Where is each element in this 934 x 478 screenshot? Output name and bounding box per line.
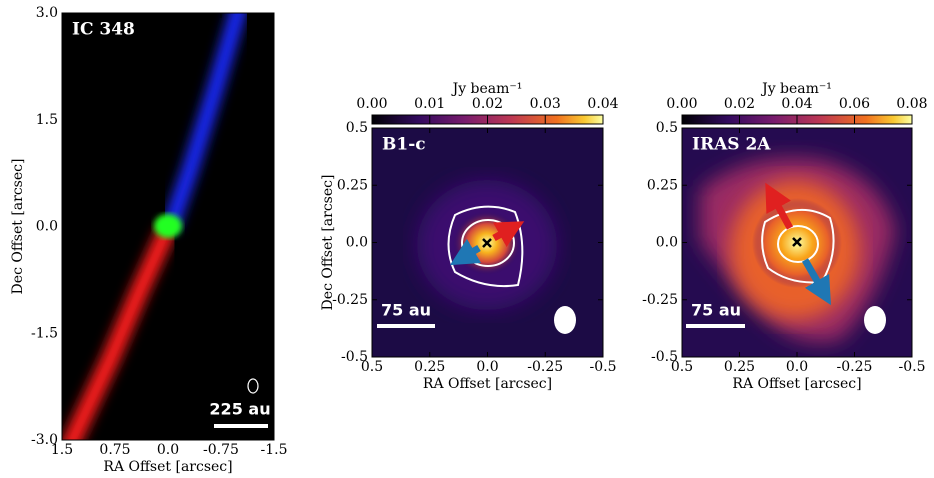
y-tick-label: 0.0: [36, 219, 58, 235]
y-tick-label: 0.5: [656, 120, 678, 136]
colorbar-tick-label: 0.08: [896, 96, 927, 112]
y-tick-label: 0.0: [346, 235, 368, 251]
x-tick-label: 1.5: [51, 442, 73, 458]
colorbar-tick-label: 0.01: [414, 96, 445, 112]
red-jet: [62, 226, 174, 440]
green-core: [154, 214, 182, 238]
beam: [864, 306, 886, 334]
y-tick-label: 0.25: [337, 177, 368, 193]
x-tick-label: 0.5: [671, 359, 693, 375]
panel-title: IC 348: [72, 20, 135, 40]
x-axis-label: RA Offset [arcsec]: [103, 459, 232, 475]
colorbar-tick-label: 0.02: [472, 96, 503, 112]
y-tick-label: -1.5: [31, 325, 58, 341]
colorbar-label: Jy beam⁻¹: [760, 81, 832, 97]
x-tick-label: -0.25: [527, 359, 563, 375]
y-tick-label: 3.0: [36, 5, 58, 21]
colorbar-tick-label: 0.00: [666, 96, 697, 112]
beam: [554, 306, 576, 334]
y-tick-label: -0.5: [651, 349, 678, 365]
x-tick-label: 0.5: [361, 359, 383, 375]
image: [682, 128, 912, 357]
x-tick-label: 0.25: [724, 359, 755, 375]
x-tick-label: -0.25: [837, 359, 873, 375]
arrow-blue: [449, 238, 482, 266]
image: [372, 128, 603, 357]
colorbar-tick-label: 0.02: [724, 96, 755, 112]
arrow-red: [492, 221, 525, 248]
x-tick-label: 0.0: [157, 442, 179, 458]
arrow-red: [765, 182, 794, 230]
blue-jet: [164, 13, 246, 230]
image: [62, 13, 274, 440]
x-tick-label: -0.75: [203, 442, 239, 458]
colorbar-tick-label: 0.00: [356, 96, 387, 112]
scalebar-label: 75 au: [381, 301, 431, 320]
y-tick-label: 0.25: [647, 177, 678, 193]
center-mark: [792, 237, 802, 247]
x-axis-label: RA Offset [arcsec]: [732, 376, 861, 392]
colorbar-tick-label: 0.06: [839, 96, 870, 112]
beam: [247, 378, 259, 394]
colorbar-tick-label: 0.04: [781, 96, 812, 112]
panel-title: IRAS 2A: [692, 135, 771, 155]
x-tick-label: 0.75: [99, 442, 130, 458]
x-axis-label: RA Offset [arcsec]: [423, 376, 552, 392]
y-tick-label: -0.5: [341, 349, 368, 365]
contour: [777, 225, 819, 263]
y-tick-label: 0.0: [656, 235, 678, 251]
x-tick-label: -0.5: [899, 359, 926, 375]
y-axis-label: Dec Offset [arcsec]: [10, 159, 26, 295]
x-tick-label: -0.5: [590, 359, 617, 375]
y-axis-label: Dec Offset [arcsec]: [320, 175, 336, 311]
panel-title: B1-c: [382, 135, 426, 155]
colorbar-label: Jy beam⁻¹: [451, 81, 523, 97]
x-tick-label: 0.0: [786, 359, 808, 375]
colorbar-tick-label: 0.03: [530, 96, 561, 112]
y-tick-label: 0.5: [346, 120, 368, 136]
x-tick-label: 0.0: [476, 359, 498, 375]
y-tick-label: 1.5: [36, 112, 58, 128]
y-tick-label: -0.25: [332, 292, 368, 308]
colorbar-tick-label: 0.04: [587, 96, 618, 112]
x-tick-label: 0.25: [414, 359, 445, 375]
y-tick-label: -3.0: [31, 432, 58, 448]
scalebar-label: 75 au: [691, 301, 741, 320]
x-tick-label: -1.5: [261, 442, 288, 458]
y-tick-label: -0.25: [642, 292, 678, 308]
scalebar-label: 225 au: [209, 400, 270, 419]
arrow-blue: [801, 258, 831, 306]
center-mark: [482, 238, 492, 248]
